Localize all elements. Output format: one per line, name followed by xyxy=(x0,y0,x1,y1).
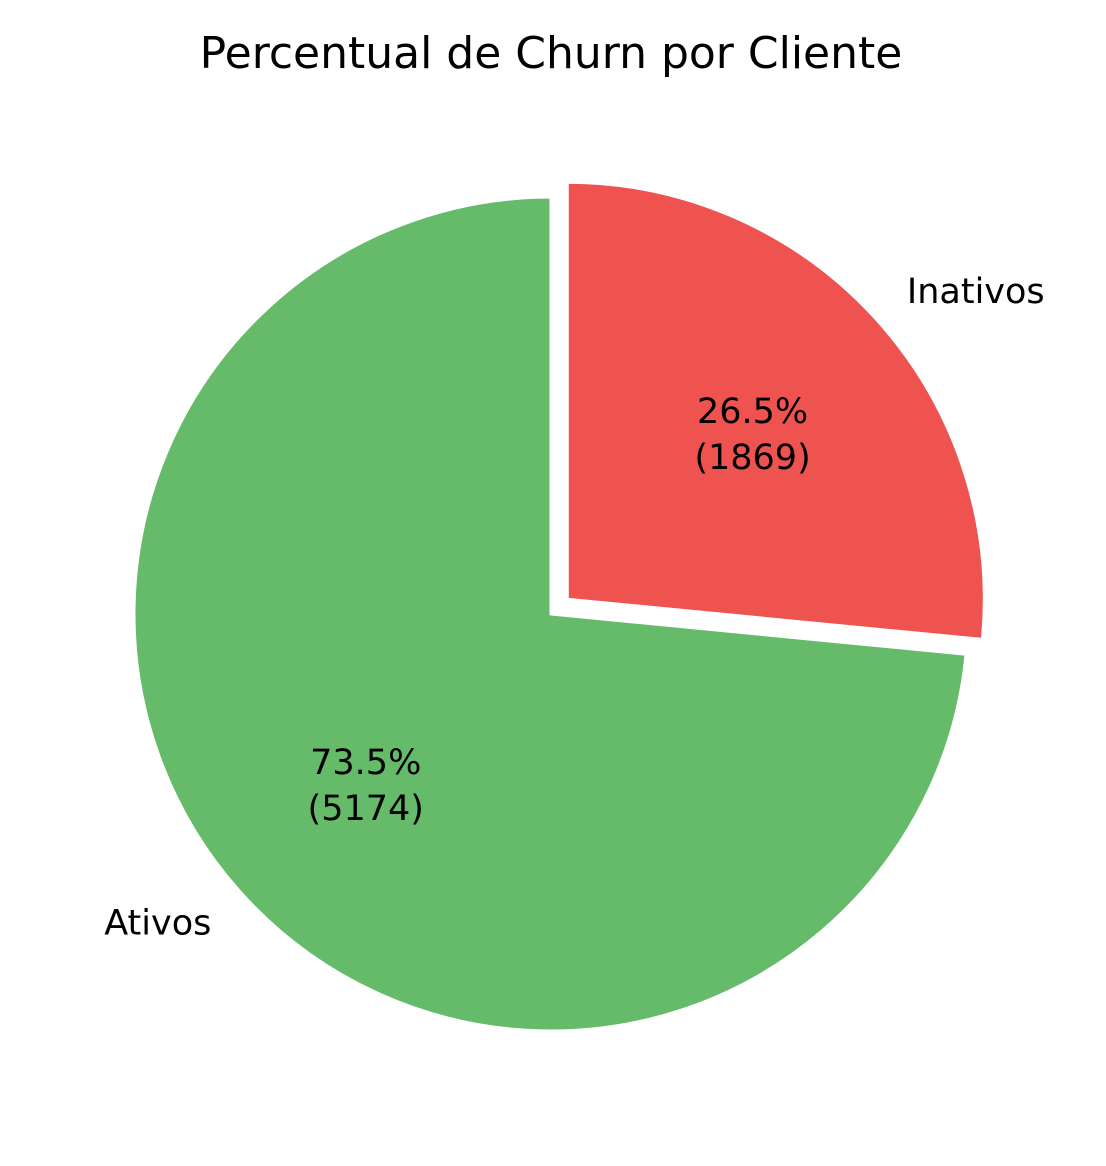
slice-percent-ativos: 73.5% xyxy=(310,743,421,783)
pie-slice-ativos xyxy=(132,195,968,1033)
slice-count-inativos: (1869) xyxy=(694,438,810,478)
slice-label-inativos: Inativos xyxy=(907,272,1045,312)
slice-count-ativos: (5174) xyxy=(308,789,424,829)
slice-label-ativos: Ativos xyxy=(104,903,211,943)
pie-labels: Inativos 26.5% (1869) Ativos 73.5% (5174) xyxy=(104,272,1044,943)
chart-title: Percentual de Churn por Cliente xyxy=(200,28,903,79)
slice-percent-inativos: 26.5% xyxy=(697,392,808,432)
pie-slice-inativos xyxy=(565,180,986,641)
pie-slices xyxy=(132,180,986,1033)
